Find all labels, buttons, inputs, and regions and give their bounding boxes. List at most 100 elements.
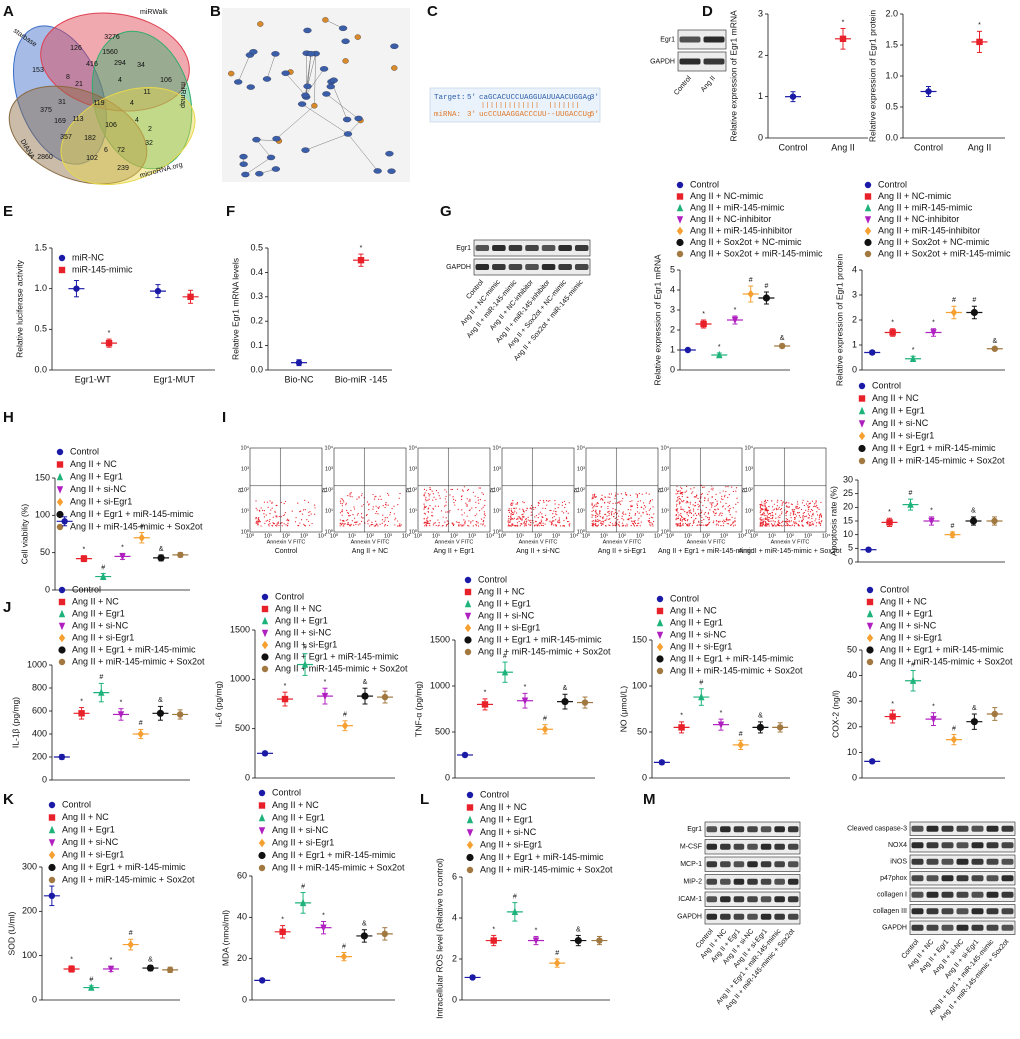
flow-event (543, 501, 545, 503)
flow-event (561, 504, 563, 506)
y-axis-label: Relative luciferase activity (14, 259, 24, 358)
flow-event (507, 515, 510, 518)
data-point (177, 551, 184, 559)
legend-label: Ang II + miR-145-mimic (690, 202, 785, 212)
flow-event (809, 522, 812, 524)
data-point (991, 517, 998, 525)
flow-event (728, 519, 730, 521)
flow-event (641, 493, 643, 495)
flow-event (702, 504, 704, 507)
flow-event (636, 495, 639, 497)
flow-event (594, 493, 596, 495)
legend-label: Ang II + miR-145-mimic + Sox2ot (272, 862, 405, 872)
flow-event (732, 521, 734, 523)
significance-mark: * (108, 330, 111, 337)
flow-event (601, 521, 603, 523)
flow-event (760, 517, 762, 519)
flow-event (681, 492, 683, 494)
network-edge (245, 157, 272, 175)
legend-marker (56, 486, 64, 494)
flow-event (678, 490, 680, 492)
flow-x-tick: 10⁰ (246, 532, 255, 539)
flow-event (283, 523, 285, 525)
flow-event (519, 517, 521, 519)
flow-event (712, 510, 714, 513)
network-node (342, 116, 352, 123)
flow-event (700, 524, 703, 526)
flow-event (600, 524, 602, 526)
legend-label: Control (880, 584, 909, 594)
flow-event (513, 512, 515, 514)
blot-band (733, 826, 745, 833)
flow-event (790, 524, 792, 527)
flow-event (773, 508, 776, 510)
flow-event (815, 500, 817, 503)
flow-event (351, 496, 353, 498)
flow-event (341, 509, 343, 511)
flow-event (484, 504, 486, 507)
flow-event (712, 502, 714, 504)
flow-y-tick: 10⁴ (577, 444, 586, 451)
flow-event (798, 515, 801, 517)
legend-label: Ang II + si-NC (670, 629, 727, 639)
legend-marker (656, 667, 664, 675)
flow-event (542, 522, 544, 524)
flow-event (614, 511, 617, 514)
legend-label: Ang II + si-NC (72, 620, 129, 630)
legend-marker (56, 497, 64, 507)
network-edge (301, 103, 349, 135)
flow-event (594, 495, 596, 498)
flow-event (542, 524, 544, 527)
legend-marker (676, 216, 684, 224)
flow-event (533, 525, 535, 527)
flow-event (716, 523, 718, 525)
flow-event (809, 511, 812, 513)
flow-event (690, 516, 693, 519)
flow-event (480, 523, 482, 525)
venn-set (8, 85, 148, 185)
flow-event (775, 525, 777, 527)
legend-label: Ang II + si-Egr1 (272, 837, 334, 847)
flow-event (638, 522, 640, 524)
venn-count: 32 (145, 140, 153, 147)
flow-y-tick: 10³ (661, 466, 669, 472)
flow-event (468, 525, 470, 527)
significance-mark: # (301, 883, 305, 890)
flow-event (514, 510, 516, 512)
flow-event (274, 510, 276, 512)
flow-event (768, 520, 770, 522)
flow-event (399, 523, 401, 525)
venn-count: 72 (117, 147, 125, 154)
network-node (249, 49, 258, 55)
significance-mark: * (888, 509, 891, 516)
flow-event (721, 512, 723, 514)
flow-event (283, 502, 285, 505)
flow-event (469, 509, 471, 511)
y-tick-label: 400 (32, 728, 47, 738)
data-point (117, 711, 125, 719)
flow-event (508, 523, 510, 525)
flow-event (794, 518, 796, 520)
legend-label: Ang II + miR-145-mimic + Sox2ot (872, 455, 1005, 465)
flow-event (726, 522, 728, 525)
flow-event (356, 514, 359, 516)
flow-event (524, 523, 526, 525)
network-node (301, 147, 310, 153)
flow-event (785, 518, 787, 520)
flow-event (714, 512, 716, 515)
flow-event (653, 513, 655, 515)
flow-event (508, 511, 510, 514)
flow-event (786, 522, 788, 525)
flow-y-tick: 10¹ (493, 508, 501, 514)
legend-marker (261, 593, 269, 601)
legend-marker (858, 406, 866, 415)
flow-event (772, 525, 774, 527)
flow-event (510, 504, 512, 506)
blot-band (787, 861, 799, 868)
legend-label: miR-145-mimic (72, 264, 133, 274)
flow-event (683, 500, 685, 502)
flow-event (596, 525, 598, 527)
flow-event (677, 517, 680, 520)
flow-event (484, 514, 486, 517)
flow-x-tick: 10⁰ (414, 532, 423, 539)
